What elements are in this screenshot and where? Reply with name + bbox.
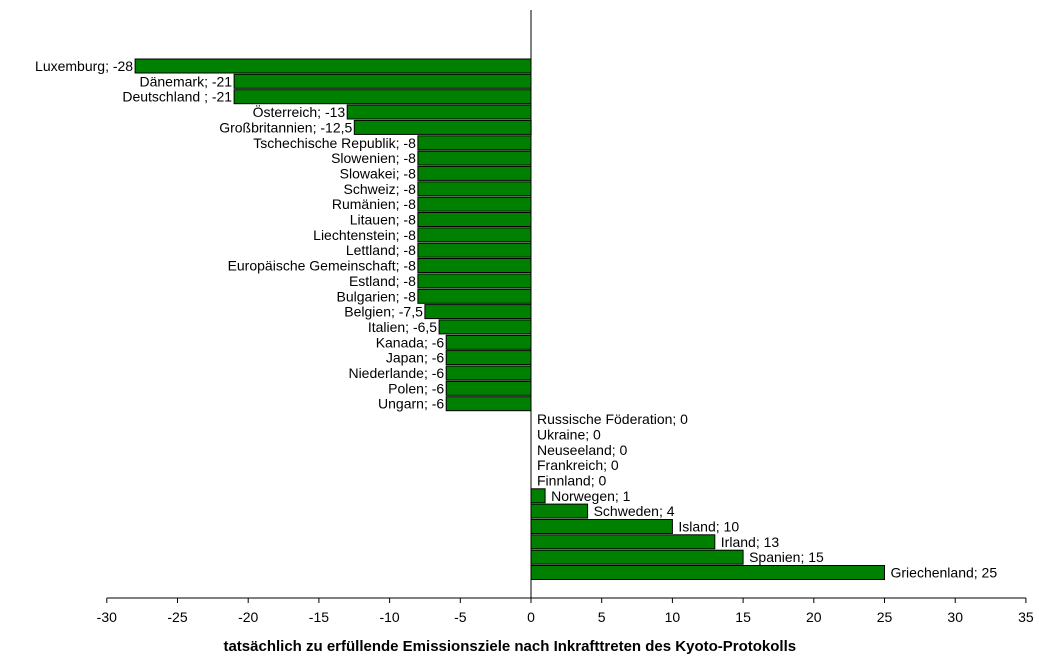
bar-9 (417, 196, 532, 212)
bars-layer (134, 58, 885, 580)
bar-19 (445, 350, 532, 366)
bar-16 (424, 304, 532, 320)
bar-13 (417, 258, 532, 273)
bar-label-23: Russische Föderation; 0 (537, 411, 688, 427)
bar-label-18: Kanada; -6 (376, 334, 445, 350)
bar-12 (417, 242, 532, 258)
bar-18 (445, 334, 532, 350)
x-tick-label-7: 5 (598, 609, 606, 625)
bar-label-24: Ukraine; 0 (537, 426, 601, 442)
bar-label-19: Japan; -6 (386, 350, 445, 366)
bar-label-2: Deutschland ; -21 (122, 89, 232, 105)
bar-14 (417, 273, 532, 289)
x-tick-label-2: -20 (238, 609, 258, 625)
bar-33 (530, 565, 885, 580)
bar-6 (417, 150, 532, 166)
bar-7 (417, 165, 532, 181)
bar-17 (438, 319, 532, 335)
bar-label-33: Griechenland; 25 (891, 565, 998, 581)
x-tick-label-8: 10 (665, 609, 681, 625)
x-tick-label-4: -10 (379, 609, 399, 625)
bar-10 (417, 212, 532, 227)
bar-label-17: Italien; -6,5 (368, 319, 437, 335)
bar-4 (353, 119, 532, 135)
bar-label-22: Ungarn; -6 (378, 396, 444, 412)
bar-label-5: Tschechische Republik; -8 (253, 135, 416, 151)
bar-label-28: Norwegen; 1 (551, 488, 631, 504)
x-tick-label-13: 35 (1018, 609, 1034, 625)
bar-30 (530, 519, 673, 534)
bar-label-1: Dänemark; -21 (140, 73, 233, 89)
bar-32 (530, 549, 744, 565)
bar-29 (530, 503, 589, 519)
bar-8 (417, 181, 532, 197)
x-tick-label-9: 15 (735, 609, 751, 625)
axis-layer (106, 10, 1026, 599)
x-tick-label-3: -15 (309, 609, 329, 625)
bar-11 (417, 227, 532, 243)
bar-label-20: Niederlande; -6 (348, 365, 444, 381)
bar-31 (530, 534, 716, 550)
bar-label-31: Irland; 13 (721, 534, 780, 550)
bar-label-27: Finnland; 0 (537, 472, 606, 488)
bar-3 (346, 104, 532, 120)
x-tick-label-1: -25 (167, 609, 187, 625)
bar-label-26: Frankreich; 0 (537, 457, 619, 473)
bar-20 (445, 365, 532, 381)
x-tick-label-12: 30 (947, 609, 963, 625)
bar-label-14: Estland; -8 (349, 273, 416, 289)
bar-28 (530, 488, 546, 504)
bar-label-12: Lettland; -8 (346, 242, 416, 258)
bar-label-4: Großbritannien; -12,5 (219, 119, 352, 135)
bar-label-0: Luxemburg; -28 (35, 58, 133, 74)
x-ticks-layer: -30 -25 -20 -15 -10 -5 0 5 10 15 20 25 30 35 (97, 598, 1034, 625)
x-tick-label-6: 0 (527, 609, 535, 625)
bar-label-11: Liechtenstein; -8 (313, 227, 416, 243)
bar-5 (417, 135, 532, 151)
x-tick-label-11: 25 (877, 609, 893, 625)
bar-22 (445, 396, 532, 412)
bar-label-25: Neuseeland; 0 (537, 442, 628, 458)
bar-15 (417, 288, 532, 304)
bar-label-30: Island; 10 (678, 519, 739, 535)
bar-1 (233, 73, 532, 89)
x-tick-label-5: -5 (454, 609, 467, 625)
x-axis-title: tatsächlich zu erfüllende Emissionsziele… (223, 638, 796, 655)
bar-label-16: Belgien; -7,5 (344, 304, 423, 320)
bar-label-3: Österreich; -13 (253, 103, 346, 120)
x-tick-label-10: 20 (806, 609, 822, 625)
bar-0 (134, 58, 532, 74)
bar-label-13: Europäische Gemeinschaft; -8 (228, 258, 417, 274)
bar-label-8: Schweiz; -8 (344, 181, 417, 197)
bar-label-7: Slowakei; -8 (340, 165, 416, 181)
x-tick-label-0: -30 (97, 609, 117, 625)
bar-2 (233, 89, 532, 105)
bar-label-21: Polen; -6 (388, 380, 444, 396)
bar-label-29: Schweden; 4 (594, 503, 675, 519)
bar-label-10: Litauen; -8 (350, 212, 416, 228)
bar-label-15: Bulgarien; -8 (337, 288, 417, 304)
bar-label-6: Slowenien; -8 (331, 150, 416, 166)
bar-21 (445, 380, 532, 396)
bar-label-9: Rumänien; -8 (332, 196, 416, 212)
bar-label-32: Spanien; 15 (749, 549, 824, 565)
